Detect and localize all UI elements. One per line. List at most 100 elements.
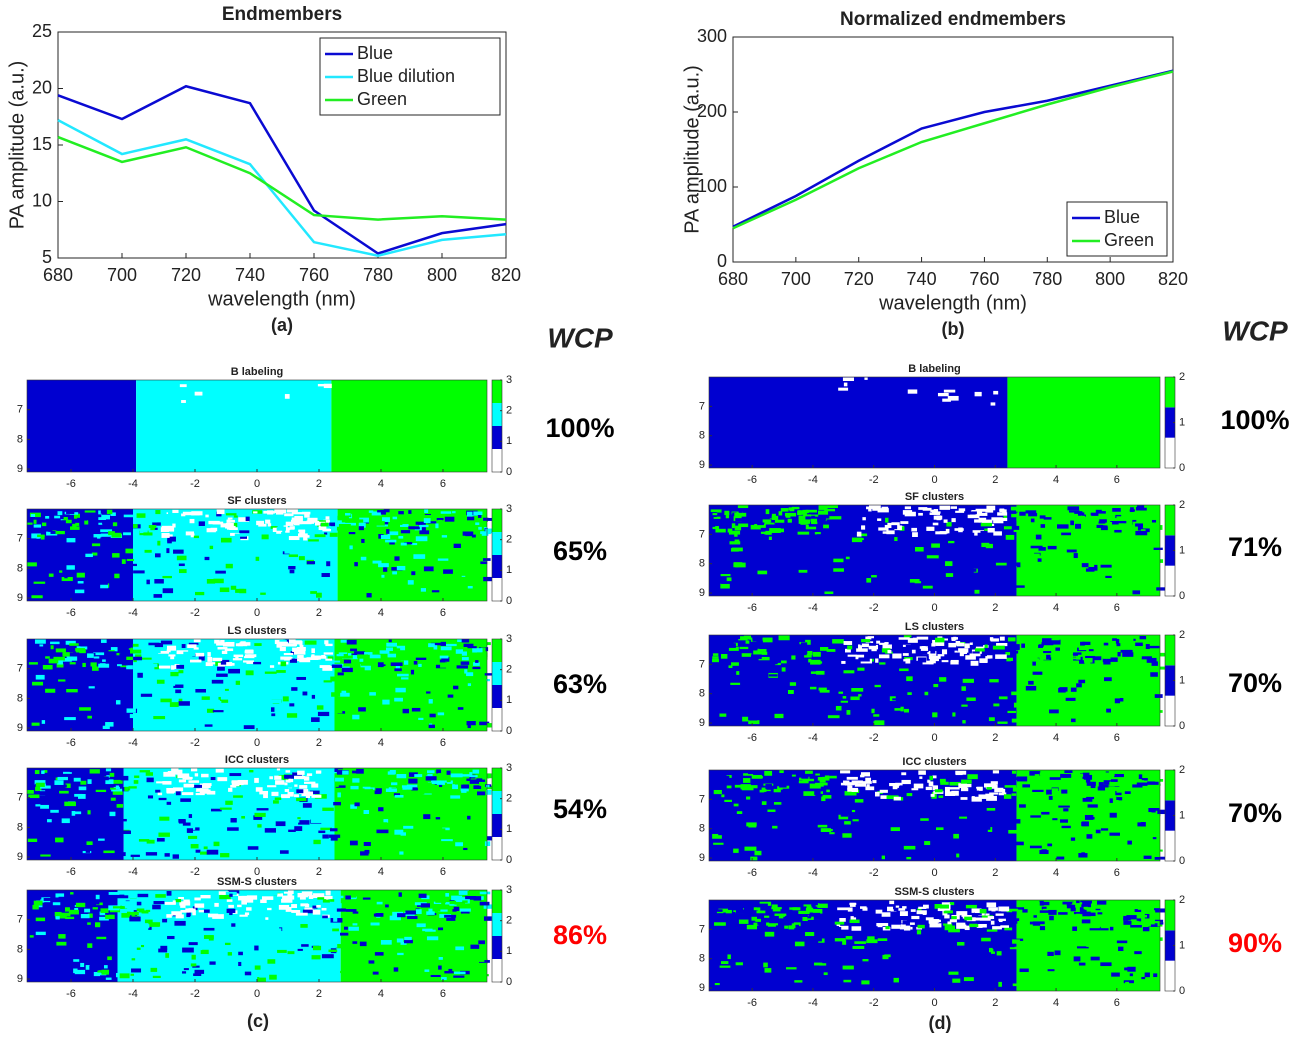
- colorbar-segment: [492, 814, 502, 837]
- speckle: [827, 905, 835, 909]
- speckle: [404, 542, 413, 545]
- speckle: [902, 653, 909, 656]
- speckle: [48, 658, 59, 664]
- speckle: [998, 981, 1002, 987]
- speckle: [1137, 525, 1143, 531]
- speckle: [433, 645, 438, 650]
- speckle: [442, 827, 450, 831]
- speckle: [67, 848, 77, 853]
- speckle: [240, 954, 249, 958]
- speckle: [1048, 834, 1054, 839]
- speckle: [449, 900, 457, 905]
- speckle: [483, 916, 492, 921]
- speckle: [800, 642, 808, 648]
- speckle: [967, 781, 976, 786]
- speckle: [762, 519, 772, 523]
- speckle: [1125, 981, 1130, 987]
- speckle: [819, 647, 829, 651]
- speckle: [303, 770, 307, 776]
- speckle: [750, 856, 758, 861]
- speckle: [972, 651, 980, 655]
- speckle: [728, 536, 738, 540]
- speckle: [483, 904, 496, 909]
- speckle: [102, 725, 110, 730]
- x-tick-label: -6: [66, 866, 76, 878]
- speckle: [933, 509, 939, 514]
- speckle: [172, 509, 179, 514]
- map-title: SSM-S clusters: [217, 876, 297, 888]
- speckle: [278, 774, 289, 780]
- speckle: [874, 720, 885, 726]
- x-tick-label: 720: [844, 269, 874, 289]
- speckle: [133, 524, 138, 529]
- y-tick-label: 15: [32, 134, 52, 154]
- speckle: [716, 947, 723, 951]
- speckle: [836, 842, 848, 847]
- speckle: [954, 717, 964, 721]
- speckle: [98, 581, 108, 586]
- speckle: [235, 655, 239, 659]
- speckle: [199, 672, 205, 678]
- speckle: [329, 532, 338, 537]
- speckle: [989, 679, 999, 683]
- speckle: [100, 509, 108, 514]
- speckle: [843, 780, 850, 784]
- speckle: [381, 558, 391, 563]
- speckle: [324, 640, 329, 645]
- speckle: [440, 641, 446, 646]
- speckle: [809, 783, 821, 789]
- speckle: [791, 655, 796, 660]
- speckle: [944, 786, 950, 792]
- speckle: [958, 554, 970, 558]
- y-tick-label: 7: [699, 658, 705, 670]
- speckle: [877, 518, 882, 521]
- speckle: [815, 773, 820, 776]
- speckle: [922, 585, 933, 589]
- speckle: [241, 816, 245, 819]
- speckle: [991, 517, 1003, 521]
- speckle: [167, 536, 176, 542]
- speckle: [400, 564, 411, 567]
- speckle: [418, 897, 422, 902]
- speckle: [441, 977, 447, 981]
- speckle: [1003, 515, 1008, 519]
- speckle: [1088, 566, 1098, 571]
- x-tick-label: -6: [66, 988, 76, 1000]
- speckle: [826, 505, 838, 509]
- speckle: [291, 687, 298, 691]
- speckle: [1106, 657, 1118, 662]
- speckle: [967, 568, 977, 572]
- speckle: [281, 898, 293, 903]
- x-tick-label: 4: [378, 866, 384, 878]
- speckle: [65, 783, 71, 788]
- speckle: [239, 530, 250, 534]
- speckle: [297, 655, 304, 659]
- x-tick-label: 2: [992, 867, 998, 879]
- speckle: [727, 970, 735, 974]
- speckle: [723, 703, 730, 706]
- colorbar-tick-label: 0: [506, 725, 512, 737]
- speckle: [295, 918, 301, 923]
- speckle: [182, 971, 187, 974]
- speckle: [979, 917, 991, 921]
- speckle: [267, 907, 272, 911]
- speckle: [326, 561, 331, 567]
- speckle: [155, 789, 161, 793]
- speckle: [191, 954, 196, 960]
- speckle: [762, 637, 773, 643]
- speckle: [882, 644, 892, 649]
- speckle: [238, 951, 243, 956]
- speckle: [156, 679, 165, 684]
- speckle: [483, 576, 494, 582]
- speckle: [349, 974, 360, 978]
- speckle: [52, 902, 61, 906]
- speckle: [376, 793, 382, 799]
- speckle: [808, 912, 821, 917]
- speckle: [394, 794, 404, 798]
- speckle: [70, 768, 76, 771]
- speckle: [757, 925, 768, 930]
- speckle: [803, 669, 810, 673]
- speckle: [254, 945, 259, 951]
- speckle: [981, 915, 993, 920]
- speckle: [405, 546, 416, 552]
